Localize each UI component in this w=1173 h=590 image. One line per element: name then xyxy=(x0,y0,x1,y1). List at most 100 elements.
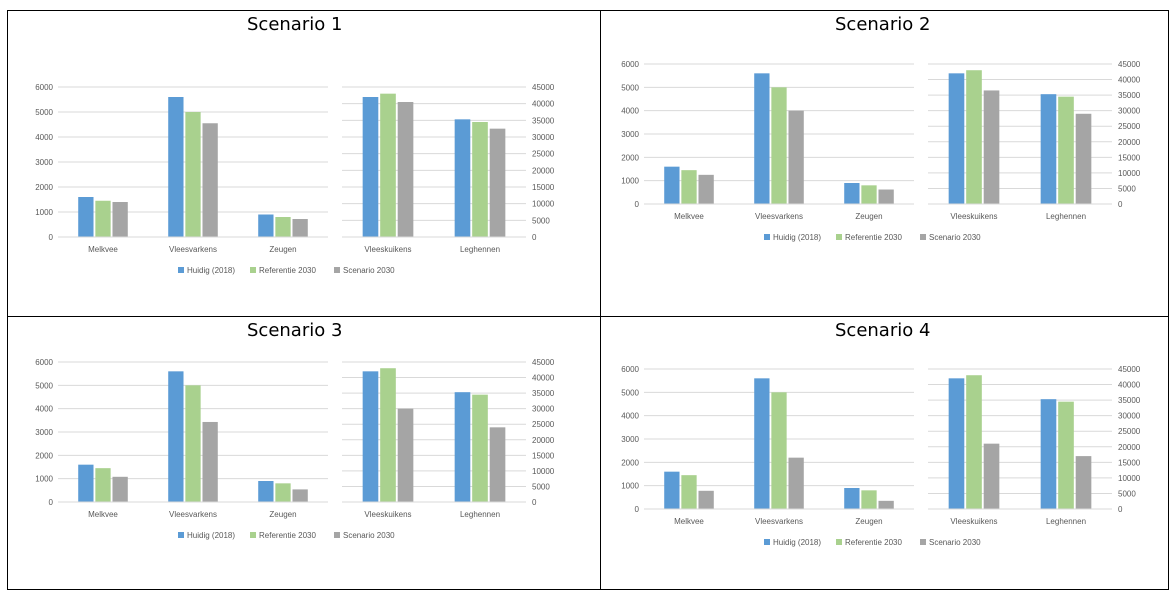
bar xyxy=(258,481,274,502)
bar xyxy=(844,183,860,204)
legend-swatch xyxy=(920,539,926,545)
right-tick-label: 40000 xyxy=(532,374,555,383)
legend-swatch xyxy=(836,539,842,545)
legend-label: Huidig (2018) xyxy=(773,538,821,547)
bar xyxy=(397,102,414,237)
left-tick-label: 4000 xyxy=(35,405,53,414)
bar xyxy=(202,421,218,502)
bar xyxy=(380,93,396,238)
right-tick-label: 25000 xyxy=(532,150,555,159)
bar xyxy=(771,392,787,509)
legend-label: Huidig (2018) xyxy=(187,266,235,275)
right-tick-label: 5000 xyxy=(1118,489,1136,498)
right-tick-label: 10000 xyxy=(532,467,555,476)
category-label: Vleesvarkens xyxy=(169,245,217,254)
bar xyxy=(861,490,877,509)
legend-label: Huidig (2018) xyxy=(773,233,821,242)
left-tick-label: 2000 xyxy=(621,153,639,162)
right-tick-label: 15000 xyxy=(532,183,555,192)
left-tick-label: 3000 xyxy=(621,130,639,139)
category-label: Zeugen xyxy=(269,245,296,254)
right-tick-label: 30000 xyxy=(1118,107,1141,116)
right-tick-label: 45000 xyxy=(1118,365,1141,374)
bar xyxy=(771,87,787,204)
left-tick-label: 0 xyxy=(49,233,54,242)
legend-label: Referentie 2030 xyxy=(845,233,902,242)
legend-label: Huidig (2018) xyxy=(187,531,235,540)
right-tick-label: 45000 xyxy=(532,83,555,92)
right-tick-label: 0 xyxy=(1118,200,1123,209)
left-tick-label: 2000 xyxy=(35,183,53,192)
bar xyxy=(681,170,697,204)
left-tick-label: 6000 xyxy=(35,83,53,92)
right-tick-label: 10000 xyxy=(532,200,555,209)
chart-scenario-1: 0 1000 2000 3000 4000 5000 6000 0 5000 10000 15000… xyxy=(35,83,555,275)
right-tick-label: 15000 xyxy=(1118,153,1141,162)
bar xyxy=(95,468,111,502)
category-label: Zeugen xyxy=(269,510,296,519)
bar xyxy=(788,110,804,204)
right-tick-label: 15000 xyxy=(1118,458,1141,467)
bar xyxy=(95,200,111,237)
category-label: Vleeskuikens xyxy=(950,212,997,221)
legend-swatch xyxy=(250,532,256,538)
bar xyxy=(78,464,94,502)
bar xyxy=(861,185,877,204)
panel-title-3: Scenario 3 xyxy=(247,320,343,341)
bar xyxy=(275,483,291,502)
legend-label: Scenario 2030 xyxy=(343,266,395,275)
legend-swatch xyxy=(334,532,340,538)
bar xyxy=(698,174,714,204)
bar xyxy=(202,123,218,237)
bar xyxy=(78,197,94,237)
right-tick-label: 30000 xyxy=(532,133,555,142)
bar xyxy=(185,385,201,502)
category-label: Melkvee xyxy=(674,517,704,526)
bar xyxy=(681,475,697,509)
right-tick-label: 20000 xyxy=(1118,138,1141,147)
left-tick-label: 5000 xyxy=(35,381,53,390)
bar xyxy=(1058,96,1074,204)
left-tick-label: 0 xyxy=(635,505,640,514)
left-tick-label: 2000 xyxy=(621,458,639,467)
bar xyxy=(397,408,414,502)
bar xyxy=(664,166,680,204)
bar xyxy=(948,73,965,204)
legend-swatch xyxy=(334,267,340,273)
left-tick-label: 4000 xyxy=(35,133,53,142)
left-tick-label: 3000 xyxy=(35,428,53,437)
bar xyxy=(258,214,274,237)
right-tick-label: 35000 xyxy=(1118,396,1141,405)
left-tick-label: 6000 xyxy=(621,60,639,69)
bar xyxy=(472,122,488,237)
legend-swatch xyxy=(764,234,770,240)
right-tick-label: 30000 xyxy=(532,405,555,414)
left-tick-label: 5000 xyxy=(621,83,639,92)
bar xyxy=(185,112,201,237)
right-tick-label: 0 xyxy=(1118,505,1123,514)
legend-label: Scenario 2030 xyxy=(929,538,981,547)
category-label: Melkvee xyxy=(674,212,704,221)
right-tick-label: 10000 xyxy=(1118,474,1141,483)
category-label: Leghennen xyxy=(1046,212,1086,221)
bar xyxy=(754,378,770,509)
bar xyxy=(380,368,396,502)
panel-title-2: Scenario 2 xyxy=(835,14,931,35)
category-label: Vleeskuikens xyxy=(950,517,997,526)
category-label: Melkvee xyxy=(88,245,118,254)
legend-label: Scenario 2030 xyxy=(343,531,395,540)
bar xyxy=(275,217,291,237)
left-tick-label: 0 xyxy=(635,200,640,209)
legend-label: Referentie 2030 xyxy=(259,266,316,275)
bar xyxy=(292,219,308,237)
category-label: Leghennen xyxy=(460,245,500,254)
right-tick-label: 45000 xyxy=(1118,60,1141,69)
legend-swatch xyxy=(250,267,256,273)
left-tick-label: 0 xyxy=(49,498,54,507)
left-tick-label: 4000 xyxy=(621,107,639,116)
legend-swatch xyxy=(764,539,770,545)
category-label: Leghennen xyxy=(460,510,500,519)
bar xyxy=(788,457,804,509)
right-tick-label: 5000 xyxy=(532,482,550,491)
bar xyxy=(454,119,471,237)
